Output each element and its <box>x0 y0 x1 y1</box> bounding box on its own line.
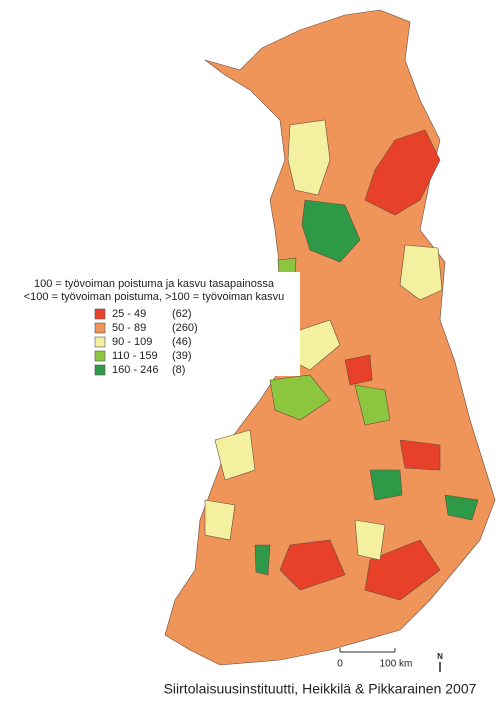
region-yellow <box>204 499 236 541</box>
legend-box <box>8 272 300 376</box>
legend-range: 90 - 109 <box>112 336 152 348</box>
region-green <box>301 199 361 263</box>
legend-range: 110 - 159 <box>112 350 158 362</box>
legend-count: (260) <box>172 322 198 334</box>
region-red <box>279 539 346 591</box>
legend-range: 160 - 246 <box>112 364 158 376</box>
region-red <box>399 439 441 471</box>
scale-bar: 0 100 km <box>337 648 412 670</box>
legend-count: (8) <box>172 364 185 376</box>
region-red <box>364 539 441 601</box>
north-arrow: N <box>437 652 443 672</box>
region-yellow <box>354 519 386 561</box>
legend-swatch <box>94 308 106 320</box>
legend-count: (46) <box>172 336 192 348</box>
legend-swatch <box>94 364 106 376</box>
scale-end: 100 km <box>380 659 413 670</box>
north-label: N <box>437 652 443 661</box>
region-green <box>254 544 271 576</box>
region-green <box>269 374 331 421</box>
legend-range: 25 - 49 <box>112 308 146 320</box>
region-red <box>344 354 373 386</box>
region-yellow <box>287 119 331 196</box>
region-yellow <box>399 244 443 301</box>
legend-count: (62) <box>172 308 192 320</box>
legend-count: (39) <box>172 350 192 362</box>
legend-title: <100 = työvoiman poistuma, >100 = työvoi… <box>24 291 285 303</box>
legend-swatch <box>94 350 106 362</box>
legend-title: 100 = työvoiman poistuma ja kasvu tasapa… <box>34 278 275 290</box>
legend-swatch <box>94 336 106 348</box>
region-green <box>354 384 391 426</box>
scale-start: 0 <box>337 659 343 670</box>
region-green <box>444 494 479 521</box>
region-green <box>369 469 403 501</box>
region-red <box>364 129 441 216</box>
credit: Siirtolaisuusinstituutti, Heikkilä & Pik… <box>164 681 477 697</box>
legend-swatch <box>94 322 106 334</box>
legend-range: 50 - 89 <box>112 322 146 334</box>
region-yellow <box>214 429 256 481</box>
legend: 100 = työvoiman poistuma ja kasvu tasapa… <box>24 278 285 376</box>
finland-map <box>164 9 496 666</box>
